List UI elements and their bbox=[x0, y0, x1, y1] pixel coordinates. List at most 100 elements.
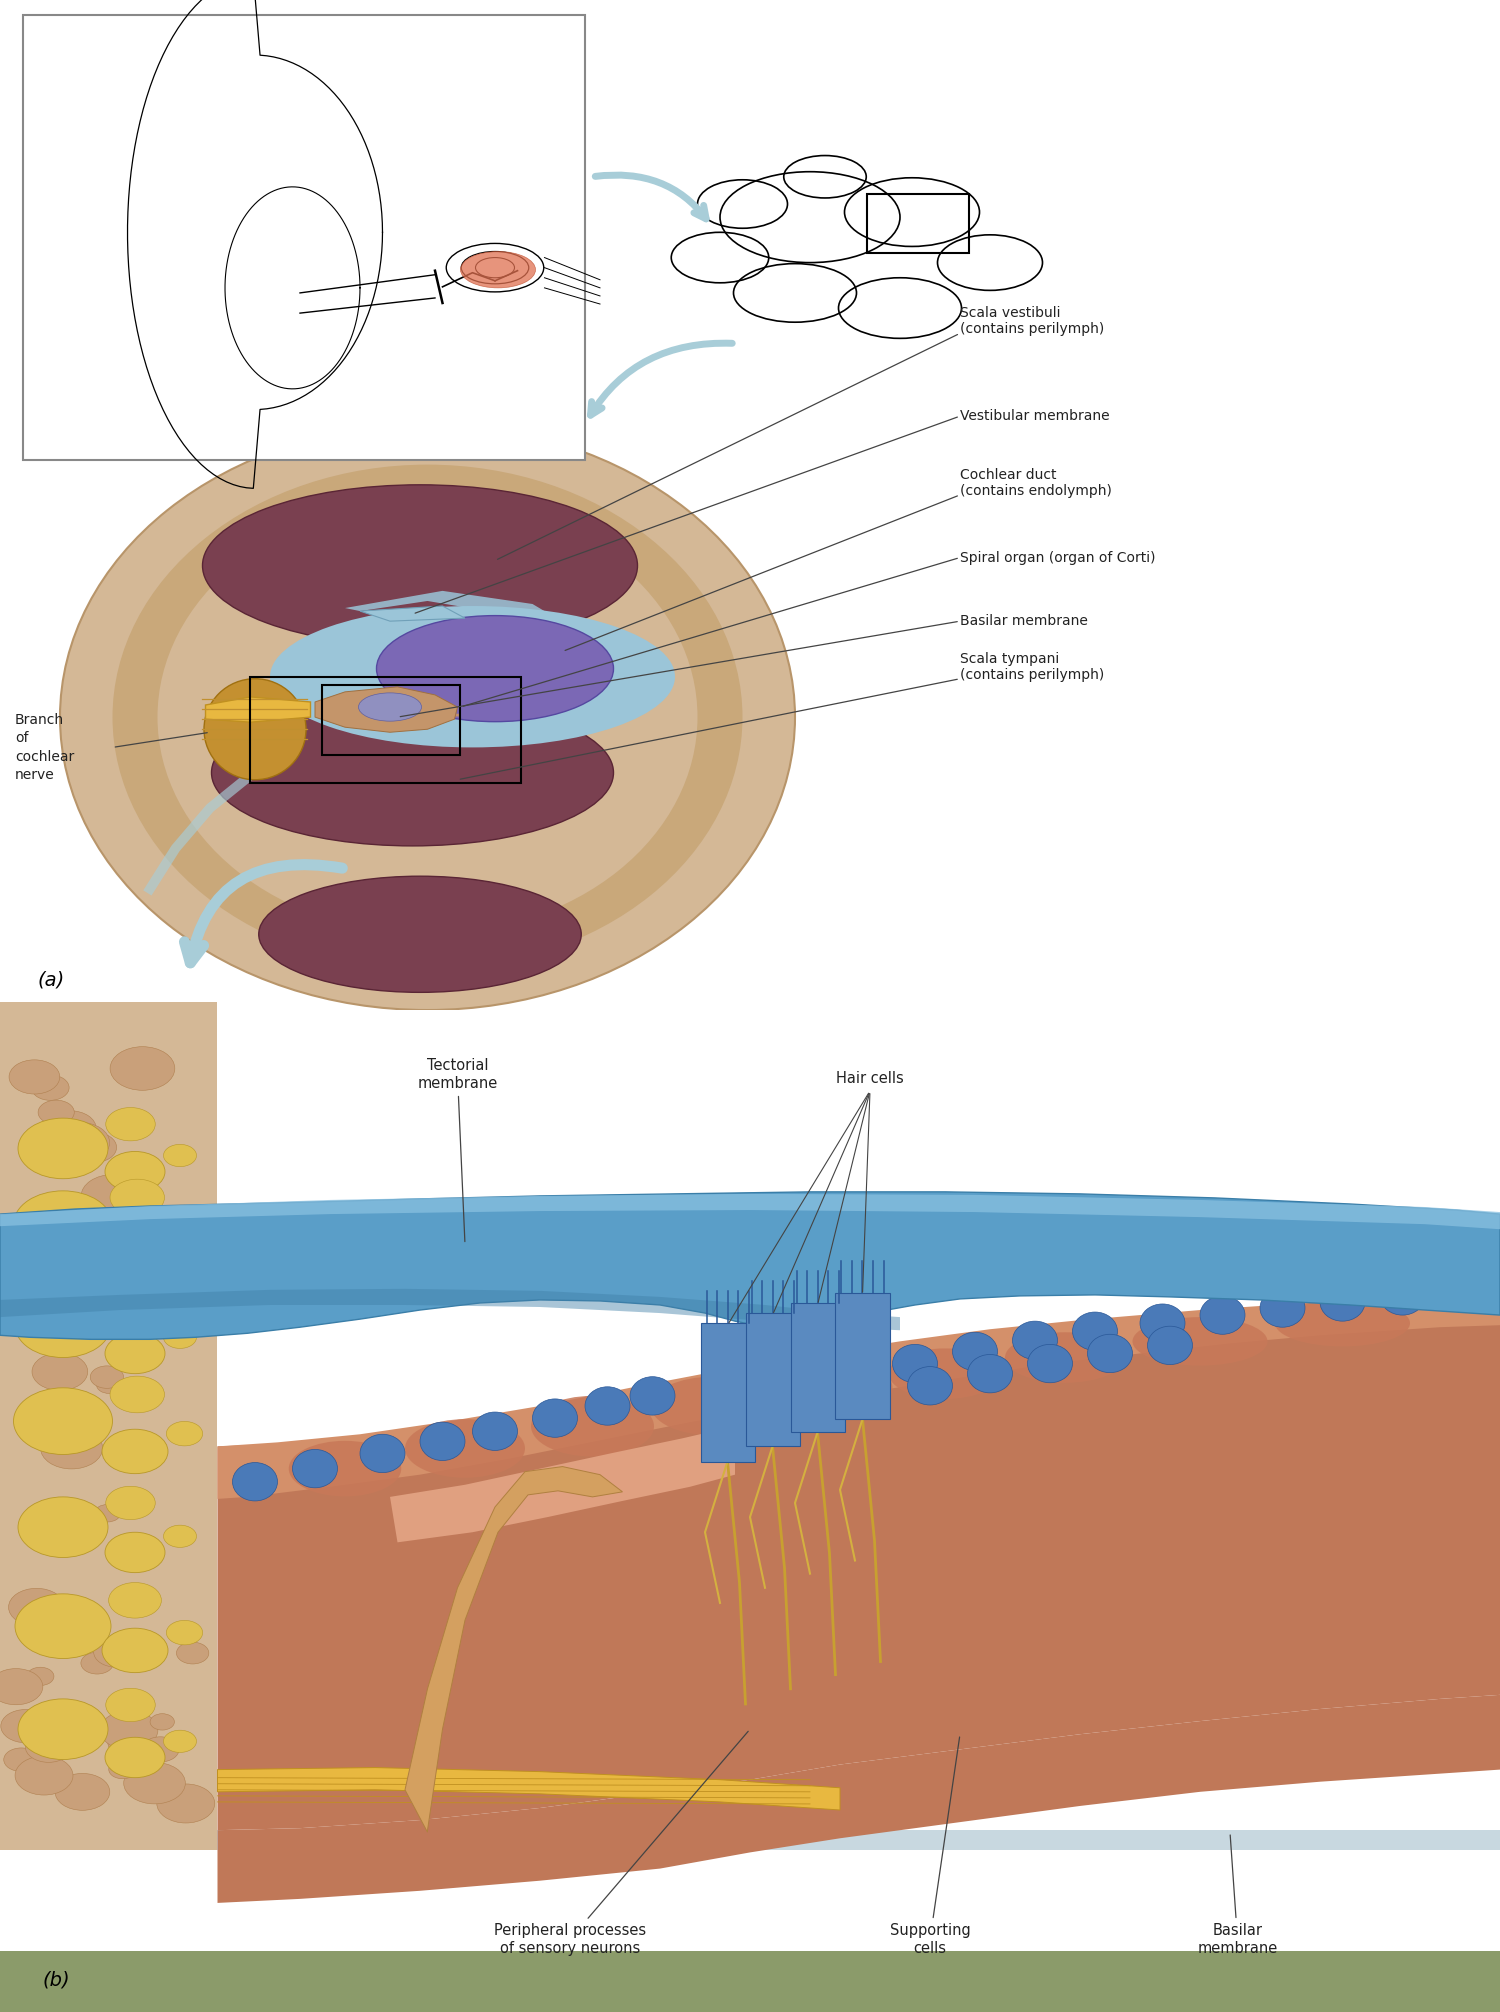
Text: Peripheral processes
of sensory neurons: Peripheral processes of sensory neurons bbox=[494, 1730, 748, 1956]
Ellipse shape bbox=[60, 425, 795, 1010]
Text: Tectorial
membrane: Tectorial membrane bbox=[417, 1058, 498, 1241]
Circle shape bbox=[18, 1698, 108, 1758]
Circle shape bbox=[177, 1642, 209, 1664]
Ellipse shape bbox=[112, 465, 742, 970]
Circle shape bbox=[68, 1262, 117, 1296]
Circle shape bbox=[9, 1060, 60, 1095]
Circle shape bbox=[100, 1710, 158, 1750]
Ellipse shape bbox=[1005, 1332, 1125, 1382]
Circle shape bbox=[21, 1266, 60, 1294]
Ellipse shape bbox=[158, 499, 698, 934]
Circle shape bbox=[4, 1748, 39, 1771]
Polygon shape bbox=[790, 1304, 844, 1433]
Circle shape bbox=[32, 1074, 69, 1101]
Circle shape bbox=[15, 1294, 111, 1358]
Ellipse shape bbox=[258, 875, 582, 992]
Circle shape bbox=[105, 1688, 156, 1722]
Circle shape bbox=[26, 1730, 72, 1763]
Text: (b): (b) bbox=[42, 1972, 69, 1990]
Polygon shape bbox=[217, 1294, 1500, 1499]
Polygon shape bbox=[217, 1769, 840, 1811]
Polygon shape bbox=[217, 1300, 1500, 1831]
Circle shape bbox=[105, 1533, 165, 1573]
Ellipse shape bbox=[1028, 1344, 1072, 1382]
Polygon shape bbox=[360, 606, 465, 622]
Text: Scala tympani
(contains perilymph): Scala tympani (contains perilymph) bbox=[960, 652, 1104, 682]
Ellipse shape bbox=[288, 1441, 402, 1497]
Circle shape bbox=[56, 1243, 114, 1284]
Circle shape bbox=[110, 1179, 165, 1215]
Ellipse shape bbox=[1260, 1290, 1305, 1328]
Polygon shape bbox=[0, 1193, 1500, 1229]
Circle shape bbox=[56, 1255, 102, 1288]
Polygon shape bbox=[836, 1294, 890, 1418]
Circle shape bbox=[94, 1505, 120, 1521]
Ellipse shape bbox=[908, 1366, 952, 1404]
Polygon shape bbox=[0, 1952, 1500, 2012]
Circle shape bbox=[132, 1644, 160, 1662]
Ellipse shape bbox=[1380, 1278, 1425, 1316]
Polygon shape bbox=[700, 1324, 754, 1461]
Circle shape bbox=[110, 1046, 176, 1091]
Polygon shape bbox=[315, 686, 458, 732]
Ellipse shape bbox=[360, 1435, 405, 1473]
Circle shape bbox=[9, 1587, 64, 1626]
Ellipse shape bbox=[772, 1360, 892, 1416]
Ellipse shape bbox=[405, 1418, 525, 1477]
Circle shape bbox=[164, 1326, 196, 1348]
Ellipse shape bbox=[202, 485, 638, 646]
Ellipse shape bbox=[270, 606, 675, 746]
Circle shape bbox=[13, 1191, 112, 1258]
Circle shape bbox=[15, 1594, 111, 1658]
Circle shape bbox=[148, 1207, 180, 1227]
Ellipse shape bbox=[1013, 1322, 1058, 1360]
Ellipse shape bbox=[1432, 1272, 1478, 1310]
Circle shape bbox=[81, 1175, 146, 1217]
Polygon shape bbox=[0, 1290, 900, 1330]
Circle shape bbox=[158, 1785, 214, 1823]
Circle shape bbox=[81, 1652, 114, 1674]
Circle shape bbox=[72, 1133, 117, 1163]
Circle shape bbox=[40, 1427, 102, 1469]
Circle shape bbox=[15, 1756, 74, 1795]
Text: Supporting
cells: Supporting cells bbox=[890, 1736, 971, 1956]
Text: Scala vestibuli
(contains perilymph): Scala vestibuli (contains perilymph) bbox=[960, 306, 1104, 336]
Ellipse shape bbox=[211, 700, 614, 845]
Ellipse shape bbox=[888, 1348, 1002, 1398]
Polygon shape bbox=[746, 1314, 800, 1447]
Circle shape bbox=[108, 1163, 138, 1185]
Ellipse shape bbox=[460, 252, 536, 288]
Circle shape bbox=[108, 1728, 152, 1756]
Circle shape bbox=[110, 1760, 136, 1779]
Polygon shape bbox=[390, 1427, 735, 1543]
Circle shape bbox=[56, 1773, 110, 1811]
Circle shape bbox=[18, 1119, 108, 1179]
Circle shape bbox=[114, 1302, 141, 1318]
Ellipse shape bbox=[585, 1386, 630, 1424]
Text: Basilar
membrane: Basilar membrane bbox=[1197, 1835, 1278, 1956]
Circle shape bbox=[108, 1583, 162, 1618]
Circle shape bbox=[150, 1714, 174, 1730]
Circle shape bbox=[18, 1497, 108, 1557]
Ellipse shape bbox=[1148, 1326, 1192, 1364]
Bar bbox=[322, 684, 460, 754]
Circle shape bbox=[110, 1376, 165, 1412]
Circle shape bbox=[102, 1628, 168, 1672]
Polygon shape bbox=[206, 696, 310, 722]
Ellipse shape bbox=[651, 1376, 774, 1435]
Circle shape bbox=[105, 1151, 165, 1191]
Text: Hair cells: Hair cells bbox=[836, 1070, 904, 1086]
Circle shape bbox=[123, 1763, 186, 1805]
Circle shape bbox=[2, 1710, 50, 1742]
Circle shape bbox=[111, 1280, 158, 1310]
Circle shape bbox=[13, 1388, 112, 1455]
Circle shape bbox=[102, 1429, 168, 1473]
Circle shape bbox=[96, 1376, 122, 1394]
Ellipse shape bbox=[630, 1376, 675, 1414]
Circle shape bbox=[105, 1334, 165, 1374]
Ellipse shape bbox=[1200, 1296, 1245, 1334]
Circle shape bbox=[166, 1420, 202, 1447]
Circle shape bbox=[105, 1736, 165, 1779]
Polygon shape bbox=[217, 1831, 1500, 1851]
Ellipse shape bbox=[204, 678, 306, 781]
